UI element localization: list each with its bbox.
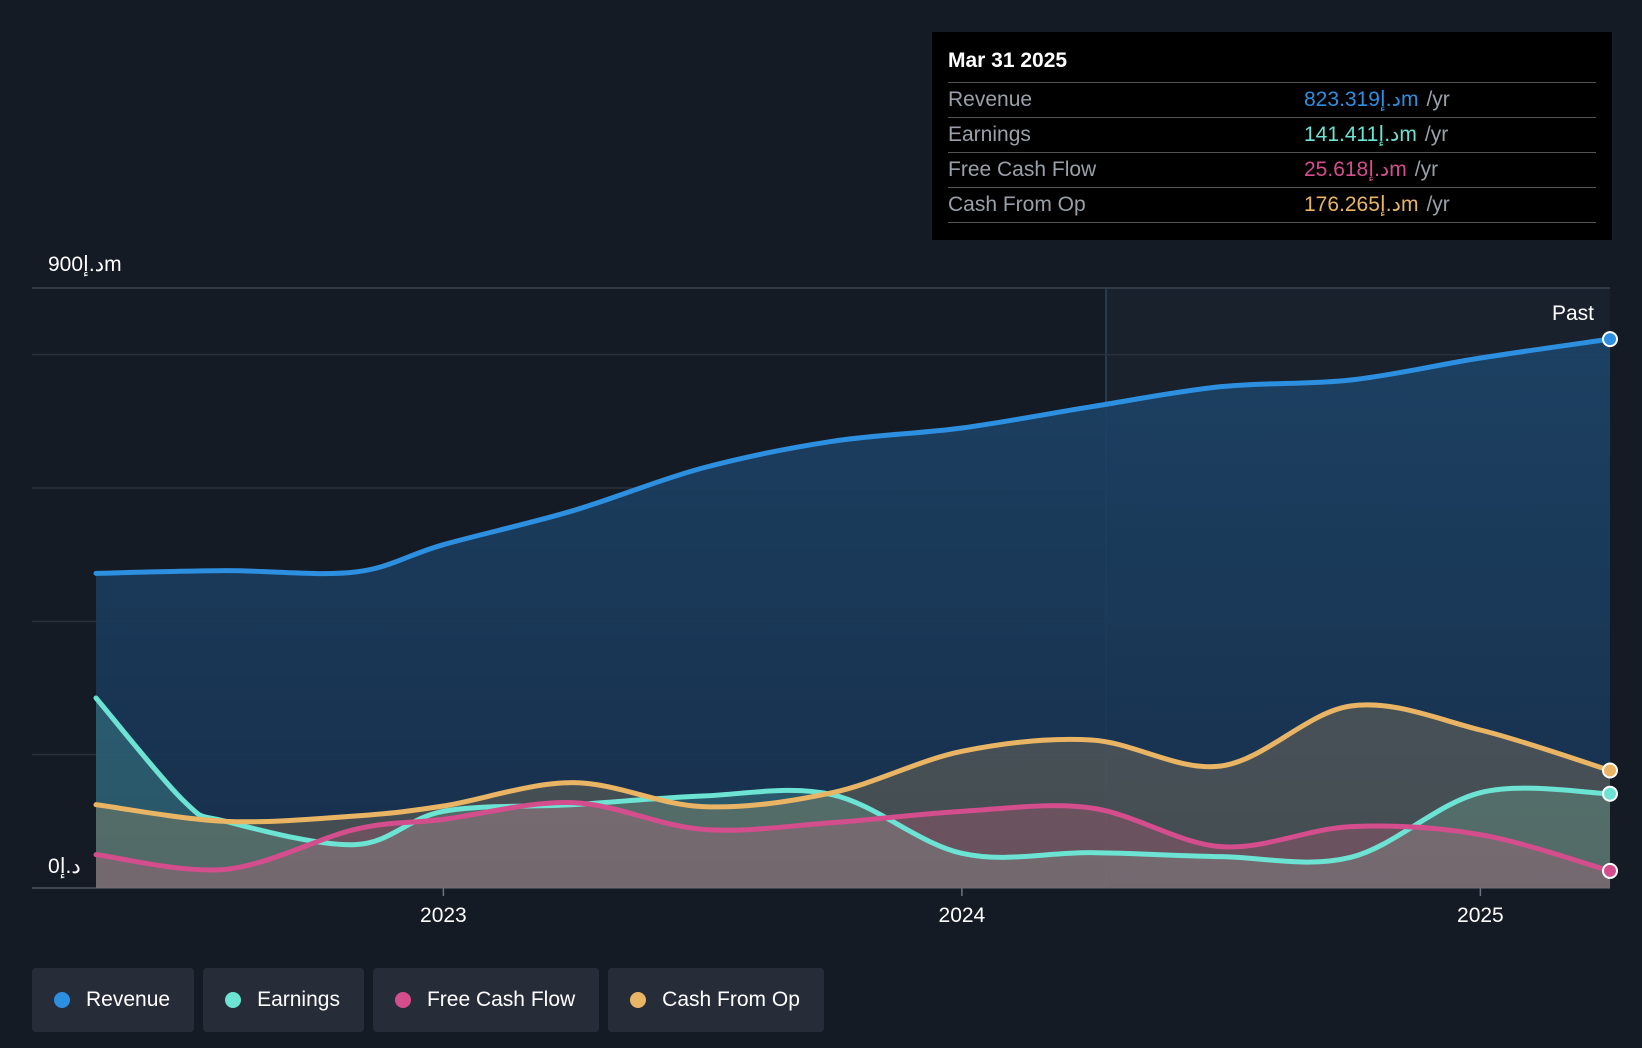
x-tick-label: 2023 xyxy=(420,904,467,927)
tooltip-row-value: 823.319د.إm xyxy=(1304,88,1419,111)
tooltip-row-unit: /yr xyxy=(1426,193,1450,216)
free-cash-flow-area xyxy=(96,802,1610,888)
free-cash-flow-end-point xyxy=(1602,862,1618,879)
free-cash-flow-line xyxy=(93,800,1613,874)
tooltip-row-earnings: Earnings 141.411د.إm/yr xyxy=(948,118,1596,153)
x-tick-label: 2024 xyxy=(939,904,986,927)
earnings-area xyxy=(96,698,1610,888)
cash-from-op-line xyxy=(93,702,1613,825)
revenue-line xyxy=(93,336,1613,577)
legend-dot-icon xyxy=(394,992,411,1008)
past-label: Past xyxy=(1552,302,1594,325)
legend-label: Revenue xyxy=(86,988,171,1011)
tooltip-row-value: 141.411د.إm xyxy=(1304,123,1417,146)
legend-label: Earnings xyxy=(257,988,340,1011)
tooltip-row-label: Earnings xyxy=(948,123,1031,146)
y-axis-bottom-label: 0د.إ xyxy=(48,855,81,879)
legend-label: Free Cash Flow xyxy=(426,988,576,1011)
legend-item-free-cash-flow[interactable]: Free Cash Flow xyxy=(372,968,600,1032)
legend-dot-icon xyxy=(630,992,647,1008)
legend-item-cash-from-op[interactable]: Cash From Op xyxy=(608,968,824,1032)
legend-item-earnings[interactable]: Earnings xyxy=(203,968,364,1032)
tooltip-row-label: Free Cash Flow xyxy=(948,158,1097,181)
tooltip-row-unit: /yr xyxy=(1426,88,1450,111)
legend-dot-icon xyxy=(54,992,70,1008)
legend-label: Cash From Op xyxy=(662,988,800,1011)
tooltip-row-label: Revenue xyxy=(948,88,1033,111)
tooltip-row-cash-from-op: Cash From Op 176.265د.إm/yr xyxy=(948,188,1596,223)
revenue-end-point xyxy=(1602,331,1618,348)
legend-item-revenue[interactable]: Revenue xyxy=(32,968,195,1032)
legend: Revenue Earnings Free Cash Flow Cash From O… xyxy=(32,968,824,1032)
tooltip: Mar 31 2025 Revenue 823.319د.إm/yr Earning… xyxy=(932,32,1612,240)
tooltip-row-value: 176.265د.إm xyxy=(1304,193,1419,216)
y-axis-top-label: 900د.إm xyxy=(48,253,122,277)
tooltip-date: Mar 31 2025 xyxy=(948,46,1596,83)
tooltip-row-unit: /yr xyxy=(1424,123,1449,146)
tooltip-row-free-cash-flow: Free Cash Flow 25.618د.إm/yr xyxy=(948,153,1596,188)
tooltip-row-unit: /yr xyxy=(1414,158,1439,181)
tooltip-row-value: 25.618د.إm xyxy=(1304,158,1407,181)
earnings-line xyxy=(93,695,1613,865)
tooltip-row-label: Cash From Op xyxy=(948,193,1086,216)
x-tick-label: 2025 xyxy=(1457,904,1504,927)
cash-from-op-end-point xyxy=(1602,762,1618,779)
tooltip-row-revenue: Revenue 823.319د.إm/yr xyxy=(948,83,1596,118)
revenue-area xyxy=(96,339,1610,888)
earnings-end-point xyxy=(1602,785,1618,802)
cash-from-op-area xyxy=(96,704,1610,888)
legend-dot-icon xyxy=(225,992,242,1008)
